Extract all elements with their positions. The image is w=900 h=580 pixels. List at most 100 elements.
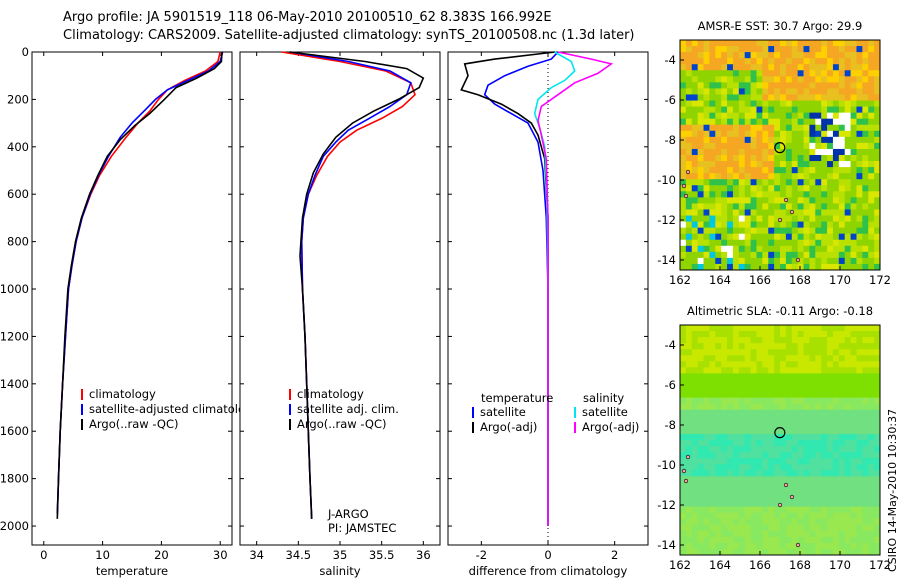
xtick-label: 30: [213, 548, 228, 562]
map-cell: [844, 148, 852, 156]
map-cell: [827, 440, 834, 447]
map-cell: [780, 197, 787, 204]
map-cell: [803, 76, 810, 83]
map-cell: [685, 46, 693, 53]
map-cell: [785, 155, 793, 162]
map-cell: [756, 142, 763, 150]
map-cell: [862, 130, 869, 138]
map-cell: [774, 343, 781, 350]
map-cell: [827, 536, 834, 544]
map-cell: [750, 251, 757, 259]
map-cell: [850, 46, 857, 53]
map-cell: [803, 530, 810, 538]
map-cell: [780, 379, 787, 387]
map-cell: [785, 215, 793, 223]
map-cell: [680, 548, 687, 556]
map-cell: [727, 452, 734, 459]
map-cell: [803, 331, 810, 338]
map-cell: [827, 118, 834, 126]
map-cell: [685, 70, 693, 77]
map-cell: [785, 397, 793, 405]
map-cell: [785, 536, 793, 544]
map-cell: [703, 391, 710, 399]
map-cell: [874, 46, 881, 53]
map-cell: [709, 82, 716, 89]
map-cell: [680, 506, 687, 514]
ytick-label: 600: [7, 187, 29, 201]
map-cell: [697, 397, 705, 405]
map-cell: [827, 355, 834, 362]
map-cell: [850, 130, 857, 138]
map-cell: [797, 397, 805, 405]
map-cell: [721, 379, 728, 387]
map-cell: [791, 488, 799, 495]
map-cell: [821, 524, 828, 532]
map-cell: [809, 221, 816, 229]
map-cell: [803, 403, 810, 411]
map-cell: [815, 142, 822, 150]
map-cell: [844, 391, 852, 399]
map-cell: [785, 203, 793, 210]
map-cell: [774, 325, 781, 332]
map-cell: [827, 391, 834, 399]
map-cell: [732, 542, 740, 550]
map-cell: [750, 367, 757, 374]
map-cell: [856, 470, 863, 477]
map-cell: [815, 548, 822, 556]
map-cell: [827, 500, 834, 508]
map-cell: [732, 427, 740, 435]
map-cell: [715, 161, 722, 168]
map-cell: [868, 82, 875, 89]
map-cell: [738, 421, 746, 429]
map-cell: [756, 64, 763, 71]
map-cell: [703, 379, 710, 387]
map-cell: [721, 106, 728, 114]
map-cell: [774, 185, 781, 192]
map-cell: [838, 349, 846, 356]
map-cell: [762, 482, 769, 489]
map-cell: [709, 355, 716, 362]
map-cell: [762, 325, 769, 332]
map-cell: [691, 536, 699, 544]
map-cell: [832, 227, 840, 235]
map-cell: [715, 227, 722, 235]
map-cell: [709, 191, 716, 198]
map-cell: [756, 518, 763, 526]
map-cell: [821, 494, 828, 502]
map-cell: [744, 221, 752, 229]
map-cell: [844, 167, 852, 174]
map-cell: [827, 251, 834, 259]
map-cell: [821, 191, 828, 198]
map-cell: [768, 421, 775, 429]
map-cell: [756, 124, 763, 132]
map-cell: [774, 203, 781, 210]
map-cell: [844, 82, 852, 89]
map-cell: [721, 355, 728, 362]
xtick-label: 172: [869, 558, 891, 572]
map-cell: [809, 440, 816, 447]
map-cell: [697, 52, 705, 59]
map-cell: [721, 427, 728, 435]
map-cell: [750, 427, 757, 435]
map-cell: [750, 233, 757, 241]
map-cell: [703, 94, 710, 102]
map-cell: [827, 257, 834, 265]
map-cell: [874, 227, 881, 235]
map-cell: [803, 337, 810, 344]
map-cell: [797, 58, 805, 65]
map-cell: [821, 106, 828, 114]
map-cell: [691, 518, 699, 526]
map-cell: [862, 209, 869, 217]
map-cell: [821, 440, 828, 447]
map-cell: [756, 500, 763, 508]
map-cell: [727, 355, 734, 362]
map-cell: [703, 548, 710, 556]
map-cell: [797, 464, 805, 471]
map-cell: [821, 506, 828, 514]
map-cell: [797, 470, 805, 477]
map-cell: [815, 112, 822, 120]
map-cell: [750, 58, 757, 65]
map-cell: [732, 100, 740, 108]
map-cell: [721, 488, 728, 495]
map-cell: [809, 482, 816, 489]
